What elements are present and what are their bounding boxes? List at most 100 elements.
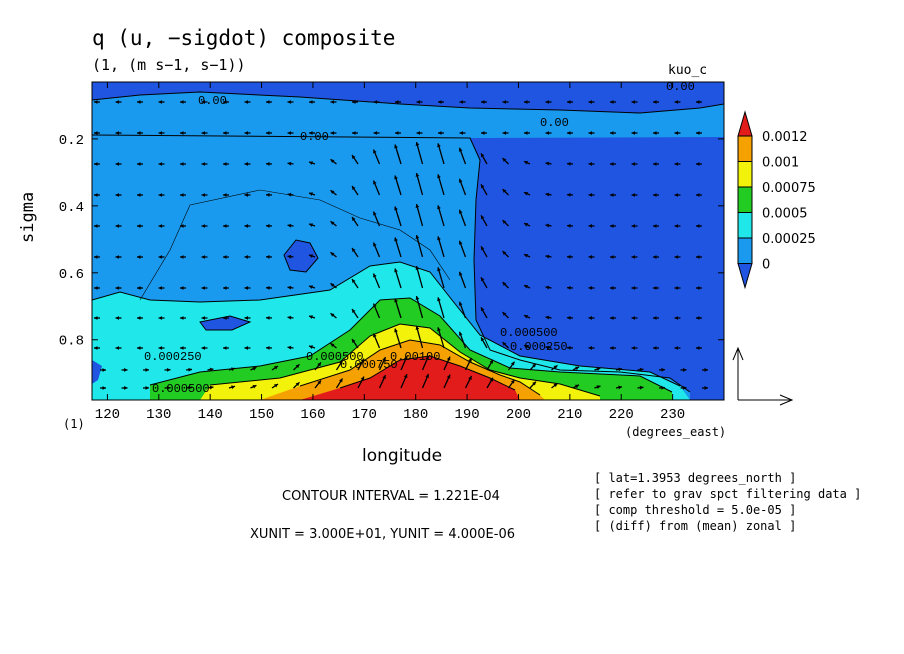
vector-arrowhead (94, 131, 98, 135)
contour-label: 0.00100 (390, 350, 440, 364)
x-tick-label: 180 (403, 407, 428, 423)
vector-arrowhead (610, 193, 614, 197)
vector-arrowhead (502, 282, 507, 286)
vector-arrowhead (524, 131, 528, 135)
vector-arrowhead (180, 224, 184, 228)
vector-arrowhead (102, 386, 106, 390)
vector-arrowhead (123, 368, 128, 372)
vector-arrowhead (266, 254, 270, 259)
reference-vector (732, 346, 794, 406)
contour-label: 0.00 (198, 94, 227, 108)
vector-arrowhead (394, 237, 398, 242)
vector-arrowhead (373, 180, 377, 185)
vector-arrow (415, 325, 424, 349)
vector-arrowhead (415, 173, 420, 177)
vector-arrowhead (180, 286, 184, 290)
vector-arrowhead (394, 268, 398, 273)
vector-arrow (437, 297, 445, 319)
vector-arrowhead (545, 345, 550, 350)
vector-arrowhead (524, 253, 528, 258)
vector-arrowhead (266, 100, 270, 104)
colorbar-label: 0.00075 (762, 181, 816, 196)
vector-arrowhead (180, 255, 184, 259)
vector-arrowhead (639, 385, 644, 390)
vector-arrowhead (137, 131, 141, 135)
vector-arrowhead (244, 346, 249, 350)
vector-arrowhead (201, 193, 206, 197)
contour-label: 0.000750 (340, 358, 398, 372)
x-tick-label: 200 (506, 407, 531, 423)
vector-arrowhead (524, 284, 528, 289)
vector-arrowhead (696, 255, 700, 259)
vector-arrowhead (639, 367, 644, 372)
x-tick-label: 230 (660, 407, 685, 423)
x-tick-label: 120 (95, 407, 120, 423)
vector-arrowhead (209, 385, 214, 390)
contour-field (92, 82, 724, 400)
vector-arrowhead (158, 316, 163, 320)
vector-arrowhead (653, 346, 657, 350)
vector-arrowhead (682, 368, 687, 372)
vector-arrowhead (137, 224, 141, 228)
vector-arrowhead (458, 178, 463, 183)
vector-arrowhead (266, 131, 270, 135)
vector-arrowhead (115, 286, 120, 290)
vector-arrowhead (437, 267, 441, 272)
vector-arrowhead (502, 342, 507, 346)
field-blob (92, 360, 102, 384)
vector-arrowhead (610, 224, 614, 228)
vector-arrowhead (524, 222, 528, 227)
vector-arrow (437, 143, 445, 165)
y-tick-label: 0.4 (59, 200, 84, 216)
vector-arrowhead (201, 316, 206, 320)
vector-arrowhead (481, 337, 485, 342)
vector-arrowhead (588, 255, 593, 259)
vector-arrowhead (631, 193, 636, 197)
vector-arrowhead (415, 296, 420, 300)
vector-arrow (437, 267, 445, 289)
vector-arrowhead (437, 205, 441, 210)
vector-arrowhead (588, 316, 593, 320)
vector-arrowhead (382, 375, 386, 380)
vector-arrowhead (653, 255, 657, 259)
vector-arrow (415, 172, 424, 196)
vector-arrowhead (545, 285, 550, 290)
vector-arrowhead (137, 162, 141, 166)
vector-arrowhead (588, 100, 593, 104)
vector-arrowhead (545, 161, 550, 166)
vector-arrowhead (94, 255, 98, 259)
vector-arrowhead (244, 131, 249, 135)
vector-arrowhead (339, 360, 343, 365)
vector-arrowhead (352, 154, 356, 159)
vector-arrowhead (252, 367, 257, 371)
vector-arrowhead (309, 223, 313, 227)
contour-label: 0.00 (540, 116, 569, 130)
vector-arrowhead (653, 286, 657, 290)
vector-arrowhead (489, 377, 493, 382)
contour-label: 0.000500 (152, 382, 210, 396)
vector-arrowhead (158, 224, 163, 228)
vector-arrowhead (567, 100, 571, 104)
contour-label: 0.00 (300, 130, 329, 144)
vector-arrowhead (502, 100, 507, 104)
vector-arrowhead (653, 193, 657, 197)
vector-arrowhead (481, 131, 485, 135)
vector-arrowhead (674, 224, 679, 228)
vector-arrowhead (266, 161, 270, 166)
vector-arrowhead (330, 159, 335, 163)
vector-arrowhead (618, 367, 622, 372)
x-tick-label: 190 (454, 407, 479, 423)
vector-arrowhead (545, 254, 550, 259)
vector-arrowhead (415, 266, 420, 270)
vector-arrowhead (510, 361, 515, 366)
vector-arrowhead (287, 131, 292, 135)
vector-arrowhead (704, 386, 708, 390)
x-tick-label: 220 (609, 407, 634, 423)
vector-arrowhead (481, 307, 485, 312)
vector-arrowhead (588, 131, 593, 135)
vector-arrowhead (180, 100, 184, 104)
vector-arrowhead (438, 131, 442, 135)
vector-arrowhead (145, 368, 149, 372)
colorbar-swatch (737, 110, 753, 137)
vector-arrowhead (330, 283, 335, 287)
